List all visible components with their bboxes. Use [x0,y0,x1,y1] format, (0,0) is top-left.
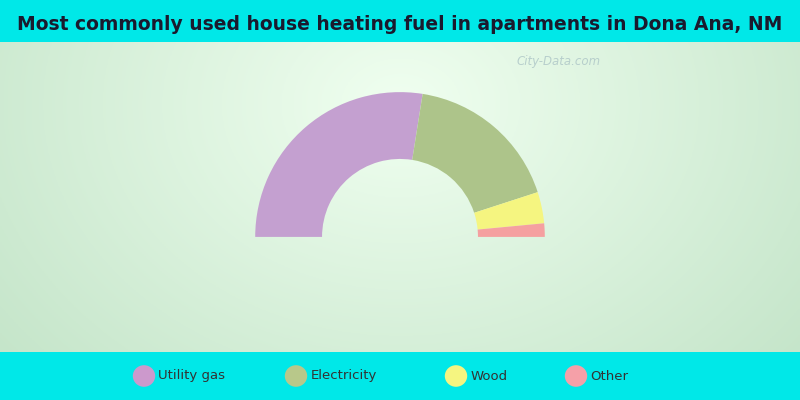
Text: Electricity: Electricity [310,370,377,382]
Wedge shape [412,94,538,213]
Wedge shape [478,223,545,237]
Text: Wood: Wood [470,370,507,382]
Ellipse shape [285,365,307,387]
Wedge shape [255,92,422,237]
Ellipse shape [565,365,587,387]
Text: Most commonly used house heating fuel in apartments in Dona Ana, NM: Most commonly used house heating fuel in… [18,16,782,34]
Wedge shape [474,192,544,230]
Text: City-Data.com: City-Data.com [516,55,601,68]
Ellipse shape [133,365,155,387]
Text: Other: Other [590,370,629,382]
Ellipse shape [445,365,467,387]
Text: Utility gas: Utility gas [158,370,226,382]
